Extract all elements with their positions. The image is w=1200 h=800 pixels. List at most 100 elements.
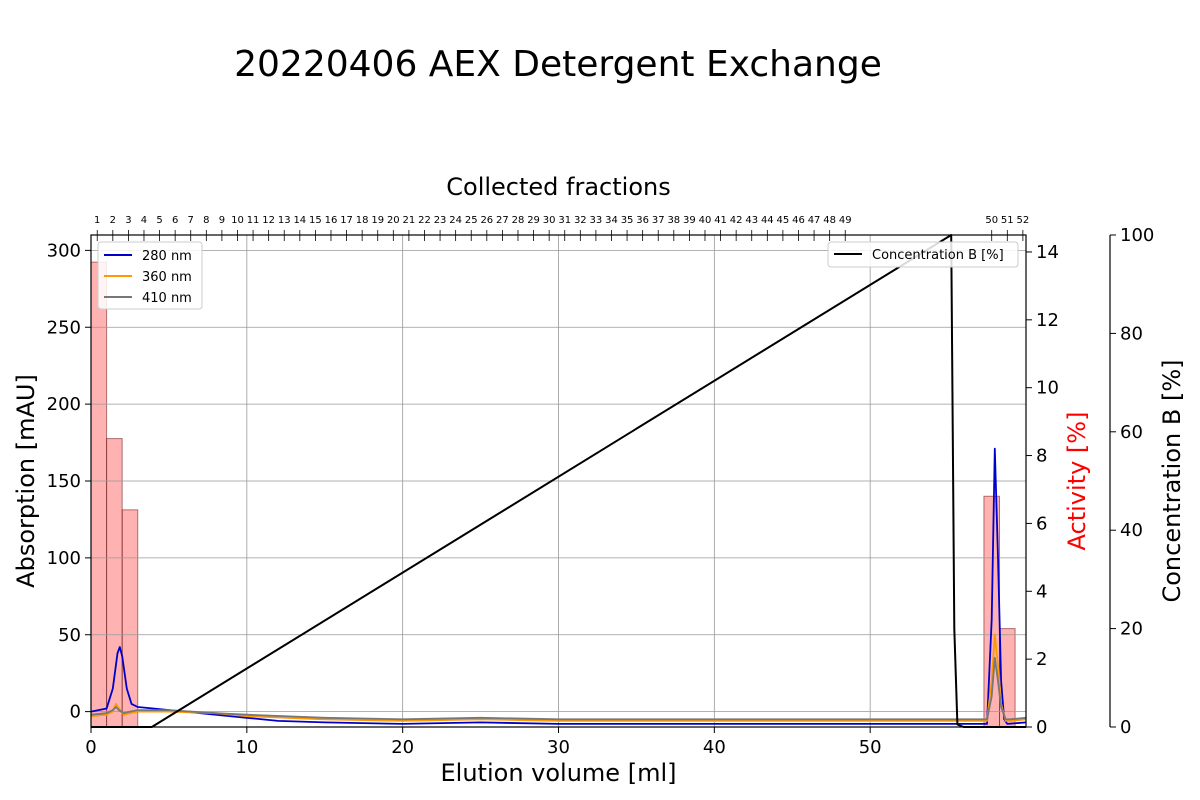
fraction-label: 21 (403, 215, 416, 226)
fraction-label: 1 (94, 215, 100, 226)
x-tick-label: 20 (391, 737, 414, 758)
y2-tick-label: 0 (1036, 717, 1047, 738)
y-tick-label: 300 (47, 240, 81, 261)
fraction-label: 3 (125, 215, 131, 226)
fraction-label: 49 (839, 215, 852, 226)
fraction-label: 45 (777, 215, 790, 226)
fraction-label: 22 (418, 215, 431, 226)
fraction-label: 30 (543, 215, 556, 226)
fraction-label: 26 (480, 215, 493, 226)
activity-bars (90, 261, 1016, 728)
fraction-label: 29 (527, 215, 540, 226)
legends: 280 nm 360 nm 410 nm Concentration B [%] (97, 241, 1019, 310)
y3-tick-label: 0 (1120, 717, 1131, 738)
y2-tick-label: 6 (1036, 513, 1047, 534)
y2-tick-label: 12 (1036, 310, 1059, 331)
fraction-label: 42 (730, 215, 743, 226)
legend-entry: 280 nm (142, 249, 192, 264)
y2-axis-label: Activity [%] (1063, 412, 1091, 551)
fraction-label: 27 (496, 215, 509, 226)
fraction-label: 5 (156, 215, 162, 226)
fraction-label: 10 (231, 215, 244, 226)
series-line (90, 447, 1027, 725)
series-line (90, 633, 1027, 722)
activity-bar (121, 509, 139, 728)
y2-tick-label: 4 (1036, 581, 1047, 602)
fraction-label: 38 (667, 215, 680, 226)
chart-title: 20220406 AEX Detergent Exchange (234, 44, 882, 85)
fraction-label: 37 (652, 215, 665, 226)
fraction-label: 46 (792, 215, 805, 226)
fraction-label: 43 (745, 215, 758, 226)
y2-tick-label: 2 (1036, 649, 1047, 670)
fraction-label: 52 (1017, 215, 1030, 226)
x-tick-label: 10 (235, 737, 258, 758)
legend-left-box (97, 241, 203, 310)
fraction-label: 9 (219, 215, 225, 226)
fraction-label: 50 (985, 215, 998, 226)
fraction-label: 14 (293, 215, 306, 226)
fraction-label: 41 (714, 215, 727, 226)
fraction-label: 34 (605, 215, 618, 226)
y-tick-label: 150 (47, 471, 81, 492)
y3-tick-label: 100 (1120, 225, 1154, 246)
fraction-label: 4 (141, 215, 147, 226)
fraction-label: 2 (110, 215, 116, 226)
fraction-label: 36 (636, 215, 649, 226)
legend-entry: 360 nm (142, 270, 192, 285)
legend-right-box (827, 241, 1019, 268)
fraction-label: 39 (683, 215, 696, 226)
fraction-label: 25 (465, 215, 478, 226)
fraction-label: 40 (699, 215, 712, 226)
fraction-label: 11 (247, 215, 260, 226)
fraction-label: 31 (558, 215, 571, 226)
fraction-label: 28 (512, 215, 525, 226)
fraction-label: 32 (574, 215, 587, 226)
fraction-label: 8 (203, 215, 209, 226)
fraction-label: 6 (172, 215, 178, 226)
y-tick-label: 50 (58, 625, 81, 646)
y3-tick-label: 60 (1120, 422, 1143, 443)
fraction-label: 35 (621, 215, 634, 226)
fraction-label: 44 (761, 215, 774, 226)
x-tick-label: 40 (703, 737, 726, 758)
fraction-label: 48 (823, 215, 836, 226)
x-tick-label: 50 (859, 737, 882, 758)
x-tick-label: 30 (547, 737, 570, 758)
chart-subtitle: Collected fractions (446, 173, 670, 201)
y-tick-label: 250 (47, 317, 81, 338)
y2-tick-label: 8 (1036, 446, 1047, 467)
grid (90, 235, 1026, 727)
fraction-label: 23 (434, 215, 447, 226)
legend-entry: Concentration B [%] (872, 248, 1004, 263)
y2-tick-label: 10 (1036, 378, 1059, 399)
fraction-label: 16 (325, 215, 338, 226)
x-axis-label: Elution volume [ml] (441, 759, 677, 787)
fraction-label: 20 (387, 215, 400, 226)
fraction-label: 7 (188, 215, 194, 226)
fraction-label: 13 (278, 215, 291, 226)
y-tick-label: 0 (70, 702, 81, 723)
fraction-label: 51 (1001, 215, 1014, 226)
fraction-label: 33 (590, 215, 603, 226)
fraction-label: 17 (340, 215, 353, 226)
y-tick-label: 100 (47, 548, 81, 569)
y3-tick-label: 80 (1120, 323, 1143, 344)
fraction-label: 18 (356, 215, 369, 226)
legend-entry: 410 nm (142, 291, 192, 306)
activity-bar (90, 261, 108, 728)
axes: 0 10 20 30 40 5005010015020025030002468101214… (47, 215, 1155, 758)
y3-axis-label: Concentration B [%] (1158, 359, 1186, 602)
axis-labels: Collected fractions Elution volume [ml] Ab… (12, 173, 1186, 787)
activity-bar (106, 438, 123, 728)
fraction-label: 47 (808, 215, 821, 226)
fraction-label: 15 (309, 215, 322, 226)
fraction-label: 12 (262, 215, 275, 226)
y-tick-label: 200 (47, 394, 81, 415)
fraction-label: 19 (371, 215, 384, 226)
y3-tick-label: 20 (1120, 619, 1143, 640)
x-tick-label: 0 (85, 737, 96, 758)
y-axis-label: Absorption [mAU] (12, 374, 40, 588)
y3-tick-label: 40 (1120, 520, 1143, 541)
